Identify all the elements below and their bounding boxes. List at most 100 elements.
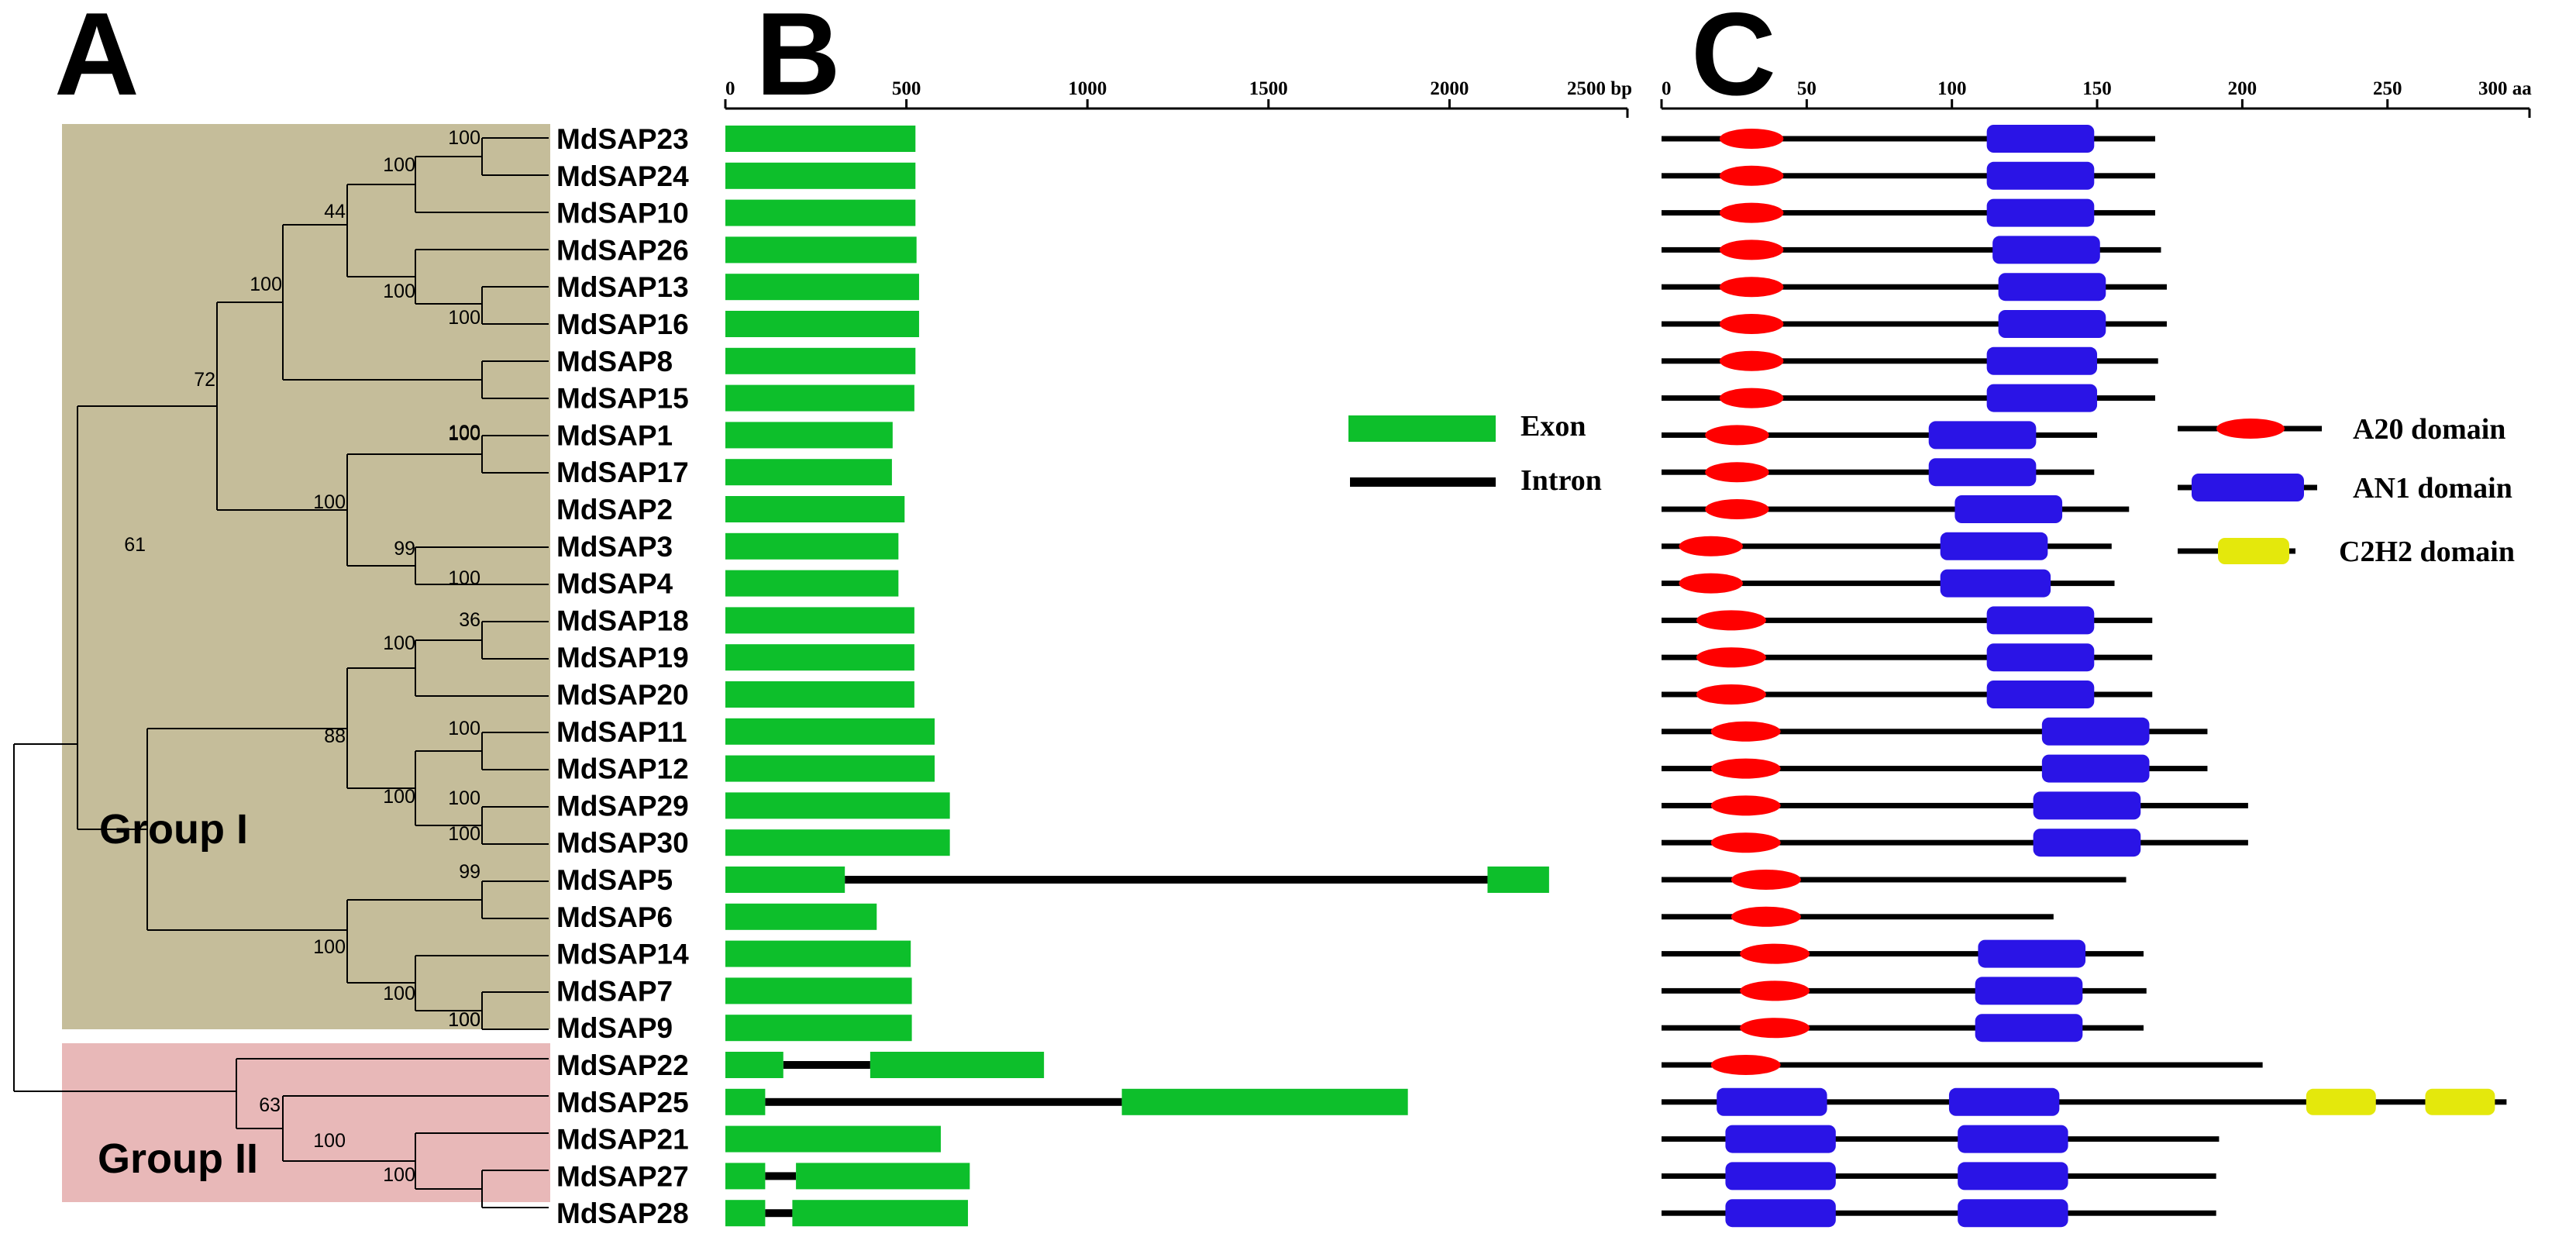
panel-c-label: C [1691,0,1776,120]
axis-c-end-label: 300 aa [2478,78,2532,99]
exon [725,829,950,856]
bootstrap-value: 100 [448,422,480,443]
gene-label: MdSAP29 [556,790,689,822]
phylogenetic-tree [13,137,549,1208]
bootstrap-value: 88 [324,725,346,747]
a20-domain [1705,425,1769,446]
c2h2-domain [2425,1088,2495,1115]
protein-backbone [1662,136,2155,142]
exon [725,940,911,967]
bootstrap-value: 72 [194,369,215,391]
protein-row [1662,198,2155,227]
an1-domain [1986,681,2095,708]
gene-label: MdSAP28 [556,1197,689,1229]
bootstrap-value: 100 [448,1009,480,1031]
protein-backbone [1662,1136,2220,1142]
gene-label: MdSAP15 [556,383,689,415]
gene-label: MdSAP14 [556,939,689,970]
bootstrap-value: 100 [448,1009,480,1031]
protein-row [1662,273,2167,301]
gene-structure-row [725,867,1549,893]
protein-backbone [1662,1173,2216,1179]
protein-backbone [1662,877,2127,883]
an1-domain [1725,1125,1836,1153]
axis-c-tick-label: 150 [2082,78,2112,99]
a20-domain [1710,721,1781,742]
legend-an1-label: AN1 domain [2353,472,2512,505]
gene-structure-row [725,940,911,967]
axis-b-tick-label: 1500 [1249,78,1288,99]
protein-backbone [1662,951,2144,957]
bootstrap-value: 100 [313,936,346,958]
gene-label: MdSAP30 [556,827,689,859]
bootstrap-value: 100 [448,718,480,739]
intron [765,1172,797,1180]
group-ii-label: Group II [98,1135,258,1182]
a20-domain [1705,499,1769,519]
bootstrap-value: 36 [459,609,480,631]
protein-row [1662,754,2208,783]
bootstrap-values: 100 100 44 100 100 100 72 100 100 100 99 100 61 36 100… [124,127,480,1186]
a20-domain [1740,980,1810,1001]
gene-label: MdSAP25 [556,1087,689,1118]
exon [725,1125,941,1153]
protein-backbone [1662,395,2155,401]
gene-structure-row [725,199,916,226]
gene-structure-row [725,792,950,819]
legend-an1-swatch [2192,474,2304,501]
an1-domain [1958,1199,2068,1228]
an1-domain [1986,198,2095,227]
exon [725,867,845,893]
protein-backbone [1662,173,2155,179]
exon [725,274,919,301]
gene-label: MdSAP3 [556,531,673,563]
an1-domain [1998,273,2106,301]
bootstrap-value: 100 [448,127,480,149]
a20-domain [1710,1055,1781,1075]
gene-label: MdSAP20 [556,679,689,711]
protein-row [1662,346,2158,375]
a20-domain [1696,684,1766,705]
gene-label: MdSAP19 [556,642,689,674]
exon [725,718,935,745]
exon [725,459,892,486]
legend-a20-swatch [2216,419,2285,439]
protein-domains [1662,125,2507,1228]
a20-domain [1710,832,1781,853]
axis-c-tick-label: 50 [1797,78,1817,99]
gene-structure-row [725,1163,970,1190]
an1-domain [2041,754,2150,783]
protein-backbone [1662,1062,2263,1068]
an1-domain [1992,236,2100,264]
exon [796,1163,970,1190]
gene-label: MdSAP24 [556,160,689,192]
gene-structure-row [725,1200,969,1227]
bootstrap-value: 100 [448,307,480,329]
a20-domain [1679,573,1743,594]
gene-label: MdSAP11 [556,716,687,748]
gene-label: MdSAP13 [556,271,689,303]
protein-row [1662,906,2054,927]
protein-row [1662,236,2161,264]
gene-structure-row [725,1015,912,1042]
protein-backbone [1662,246,2161,253]
an1-domain [1986,384,2098,412]
legend-c2h2-label: C2H2 domain [2339,536,2515,568]
exon [725,199,916,226]
gene-label: MdSAP4 [556,568,673,600]
an1-domain [1998,310,2106,338]
bootstrap-value: 100 [448,787,480,809]
an1-domain [1986,643,2095,672]
axis-c-tick-label: 100 [1937,78,1967,99]
gene-label: MdSAP17 [556,457,689,488]
protein-row [1662,458,2095,487]
protein-backbone [1662,284,2167,290]
gene-structure-row [725,347,916,374]
an1-domain [1975,1014,2083,1042]
gene-structure-row [725,532,899,560]
bootstrap-value: 100 [313,491,346,513]
axis-c: 0 50 100 150 200 250 300 aa [1660,78,2532,118]
protein-backbone [1662,1210,2216,1216]
exon [1487,867,1549,893]
protein-row [1662,791,2248,820]
